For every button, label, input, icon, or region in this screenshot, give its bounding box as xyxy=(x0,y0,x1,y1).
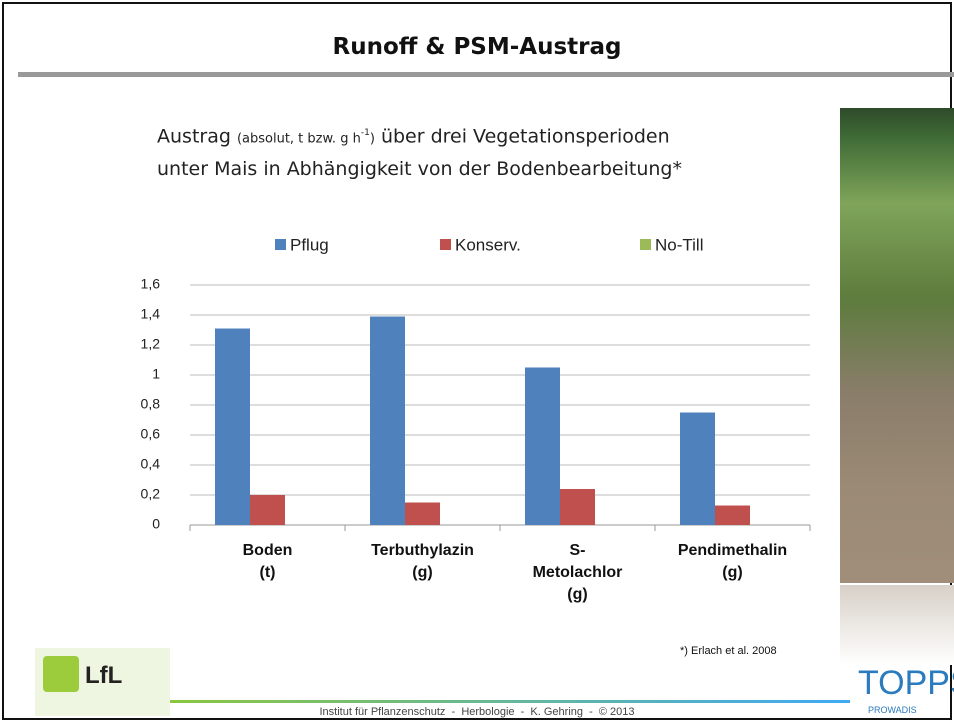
title-rule xyxy=(18,72,954,77)
x-tick-label: Pendimethalin (g) xyxy=(677,542,788,581)
subtitle-part: ) xyxy=(369,131,375,147)
footer: Institut für Pflanzenschutz - Herbologie… xyxy=(319,706,635,718)
bar xyxy=(560,489,595,525)
logo-right-sub: PROWADIS xyxy=(868,705,917,715)
subtitle-part: Austrag xyxy=(157,125,231,148)
y-tick-label: 0,4 xyxy=(141,456,161,472)
bar xyxy=(405,502,440,525)
footnote: *) Erlach et al. 2008 xyxy=(680,645,777,657)
x-tick-label: Boden (t) xyxy=(242,542,293,581)
y-tick-label: 1,6 xyxy=(141,276,161,292)
logo-right: TOPPS xyxy=(858,664,954,702)
legend-swatch xyxy=(640,239,651,250)
x-tick-label: Terbuthylazin (g) xyxy=(371,542,474,581)
y-tick-label: 0,8 xyxy=(141,396,161,412)
y-tick-label: 1,2 xyxy=(141,336,161,352)
y-tick-label: 0,2 xyxy=(141,486,161,502)
y-tick-label: 1,4 xyxy=(141,306,161,322)
bar xyxy=(525,367,560,525)
photo xyxy=(840,108,954,583)
logo-text: LfL xyxy=(85,662,123,689)
bar xyxy=(370,316,405,525)
logo-left: LfL xyxy=(35,648,170,716)
legend-label: No-Till xyxy=(655,235,703,254)
logo-icon xyxy=(43,656,79,692)
legend-swatch xyxy=(275,239,286,250)
photo-reflection xyxy=(840,585,954,665)
x-tick-label: S-Metolachlor (g) xyxy=(532,542,623,603)
footer-rule xyxy=(170,700,850,703)
bar xyxy=(715,505,750,525)
subtitle-part: unter Mais in Abhängigkeit von der Boden… xyxy=(157,158,682,181)
subtitle-part: -1 xyxy=(360,128,370,138)
bar xyxy=(215,328,250,525)
subtitle-part: (absolut, t bzw. g h xyxy=(236,131,361,147)
subtitle-part: über drei Vegetationsperioden xyxy=(380,125,670,148)
bar xyxy=(250,495,285,525)
y-tick-label: 0,6 xyxy=(141,426,161,442)
y-tick-label: 0 xyxy=(152,516,160,532)
legend-swatch xyxy=(440,239,451,250)
slide-title: Runoff & PSM-Austrag xyxy=(332,34,622,60)
y-tick-label: 1 xyxy=(152,366,160,382)
chart-subtitle: Austrag (absolut, t bzw. g h-1) über dre… xyxy=(157,118,797,184)
legend-label: Konserv. xyxy=(455,235,521,254)
legend-label: Pflug xyxy=(290,235,329,254)
bar xyxy=(680,412,715,525)
